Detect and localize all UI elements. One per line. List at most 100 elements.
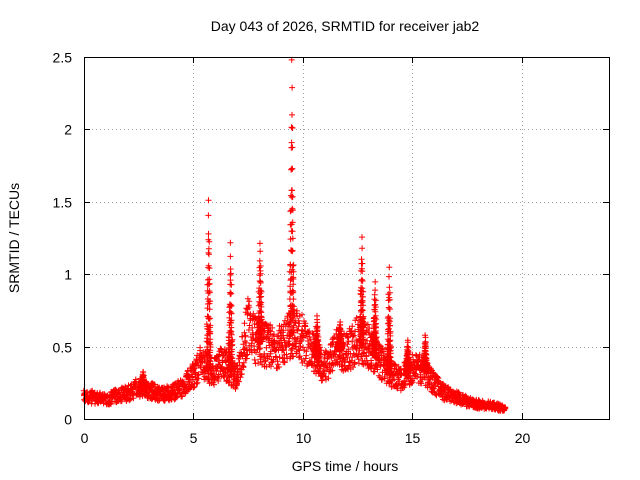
data-point bbox=[320, 370, 327, 377]
data-point bbox=[207, 328, 214, 335]
data-point bbox=[305, 338, 311, 344]
data-point bbox=[269, 324, 276, 331]
y-tick-label: 2.5 bbox=[53, 50, 73, 66]
data-point bbox=[289, 125, 296, 131]
data-point bbox=[372, 297, 379, 304]
data-point bbox=[344, 354, 351, 361]
data-point bbox=[302, 323, 309, 330]
data-point bbox=[256, 272, 263, 279]
data-point bbox=[379, 348, 386, 354]
data-point bbox=[257, 263, 264, 269]
data-point bbox=[397, 365, 404, 372]
data-point bbox=[435, 375, 442, 382]
data-point bbox=[345, 338, 352, 345]
data-point bbox=[340, 339, 347, 346]
data-point bbox=[359, 260, 366, 267]
data-point bbox=[365, 329, 372, 335]
data-point bbox=[359, 268, 366, 275]
data-point bbox=[386, 284, 393, 291]
data-point bbox=[364, 321, 371, 328]
data-point bbox=[206, 238, 213, 245]
data-point bbox=[194, 379, 201, 386]
data-point bbox=[315, 334, 322, 340]
data-point bbox=[289, 235, 296, 242]
data-point bbox=[194, 372, 201, 379]
data-point bbox=[249, 324, 256, 331]
data-point bbox=[353, 315, 360, 321]
data-point bbox=[290, 276, 297, 282]
data-point bbox=[360, 288, 367, 295]
data-point bbox=[228, 324, 235, 331]
data-point bbox=[373, 334, 380, 341]
data-point bbox=[316, 350, 323, 357]
data-point bbox=[140, 372, 147, 379]
data-point bbox=[237, 374, 244, 381]
data-point bbox=[306, 328, 313, 335]
data-point bbox=[295, 323, 302, 330]
data-point bbox=[290, 268, 297, 275]
data-point bbox=[359, 234, 365, 241]
data-point bbox=[368, 360, 375, 367]
data-point bbox=[418, 380, 425, 387]
data-point bbox=[290, 281, 297, 288]
data-point bbox=[303, 333, 310, 340]
data-point bbox=[386, 338, 393, 345]
data-point bbox=[291, 306, 298, 313]
data-point bbox=[428, 381, 435, 388]
data-point bbox=[405, 344, 412, 351]
data-point bbox=[205, 245, 212, 252]
data-point bbox=[317, 344, 324, 351]
data-point bbox=[127, 396, 134, 403]
data-point bbox=[242, 333, 249, 340]
data-point bbox=[190, 384, 197, 391]
data-point bbox=[227, 277, 234, 284]
data-point bbox=[349, 333, 356, 340]
data-point bbox=[271, 331, 277, 338]
data-point bbox=[228, 290, 235, 297]
data-point bbox=[409, 351, 416, 358]
data-point bbox=[346, 362, 353, 369]
data-point bbox=[286, 340, 293, 347]
data-point bbox=[402, 380, 409, 387]
data-point bbox=[207, 336, 214, 343]
data-point bbox=[296, 320, 303, 327]
data-point bbox=[290, 296, 297, 303]
data-point bbox=[397, 366, 403, 373]
data-point bbox=[372, 304, 379, 311]
data-point bbox=[422, 339, 429, 346]
data-point bbox=[154, 392, 160, 399]
data-point bbox=[289, 219, 296, 226]
data-point bbox=[290, 329, 297, 336]
data-point bbox=[283, 343, 290, 350]
data-point bbox=[373, 316, 380, 323]
data-point bbox=[358, 256, 365, 263]
data-point bbox=[257, 248, 264, 255]
data-point bbox=[314, 323, 321, 330]
data-point bbox=[412, 370, 419, 377]
x-tick-label: 5 bbox=[190, 430, 198, 446]
data-point bbox=[258, 309, 265, 316]
data-point bbox=[227, 239, 234, 246]
data-point bbox=[246, 298, 253, 305]
data-point bbox=[423, 351, 430, 358]
data-point bbox=[338, 331, 345, 338]
data-point bbox=[329, 367, 336, 374]
data-point bbox=[227, 271, 234, 278]
data-point bbox=[280, 334, 287, 341]
data-point bbox=[359, 294, 366, 300]
data-point bbox=[240, 341, 247, 348]
data-point bbox=[422, 332, 429, 339]
data-point bbox=[386, 306, 393, 313]
data-point bbox=[344, 333, 351, 340]
data-point bbox=[217, 345, 224, 352]
data-point bbox=[359, 306, 366, 313]
data-point bbox=[233, 362, 240, 369]
data-point bbox=[257, 270, 264, 277]
data-point bbox=[241, 320, 248, 327]
data-point bbox=[350, 364, 356, 371]
y-axis-label: SRMTID / TECUs bbox=[6, 183, 22, 293]
data-point bbox=[244, 351, 251, 358]
data-point bbox=[248, 346, 255, 353]
data-point bbox=[204, 276, 211, 283]
data-point bbox=[351, 359, 358, 366]
